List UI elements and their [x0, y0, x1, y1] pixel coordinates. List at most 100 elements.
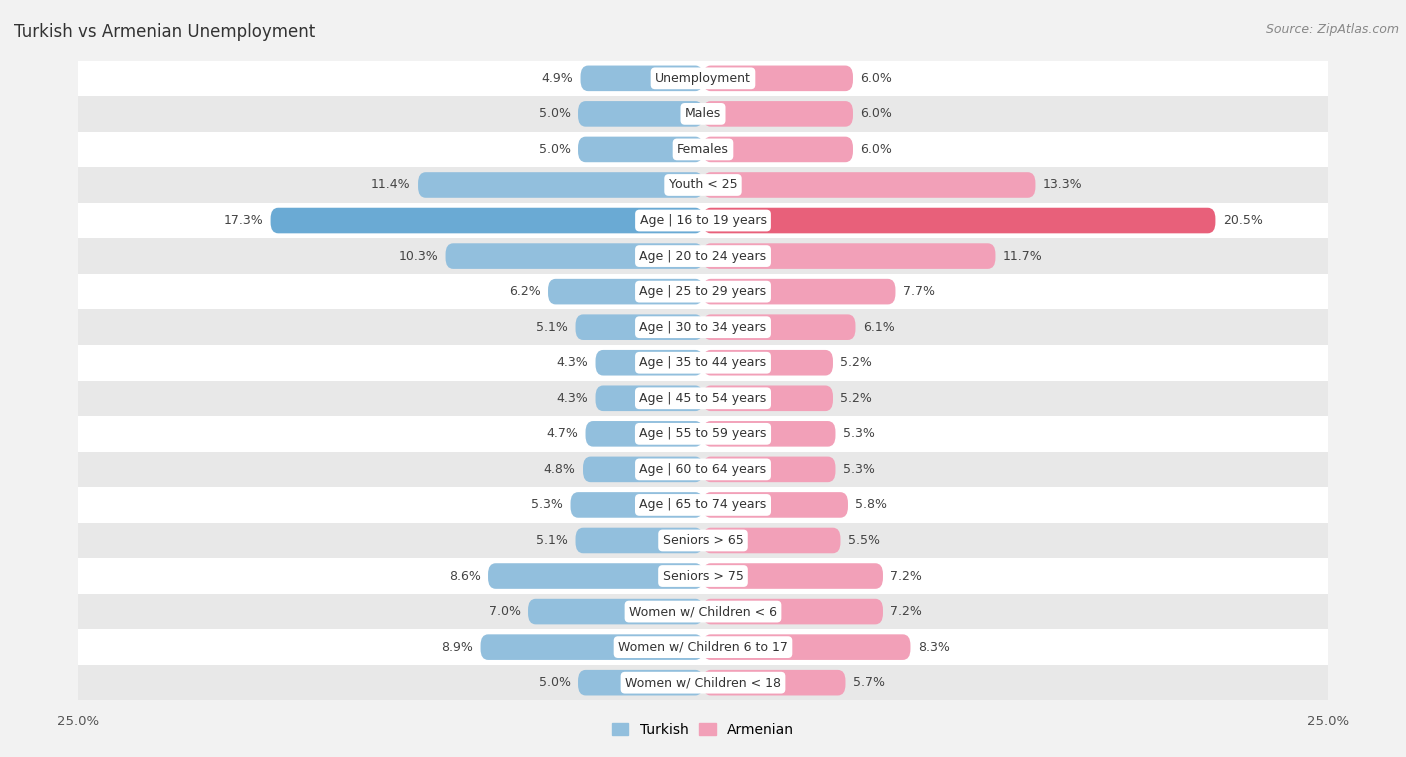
FancyBboxPatch shape	[481, 634, 703, 660]
FancyBboxPatch shape	[703, 634, 911, 660]
FancyBboxPatch shape	[596, 350, 703, 375]
Bar	[79, 522, 1327, 558]
Text: 5.0%: 5.0%	[538, 676, 571, 689]
FancyBboxPatch shape	[578, 670, 703, 696]
Text: 8.6%: 8.6%	[449, 569, 481, 583]
Legend: Turkish, Armenian: Turkish, Armenian	[606, 717, 800, 742]
Bar	[79, 665, 1327, 700]
Text: Source: ZipAtlas.com: Source: ZipAtlas.com	[1265, 23, 1399, 36]
Text: 6.1%: 6.1%	[863, 321, 894, 334]
FancyBboxPatch shape	[703, 385, 832, 411]
FancyBboxPatch shape	[548, 279, 703, 304]
Text: Seniors > 75: Seniors > 75	[662, 569, 744, 583]
Text: 17.3%: 17.3%	[224, 214, 263, 227]
FancyBboxPatch shape	[578, 101, 703, 126]
Text: 8.9%: 8.9%	[441, 640, 472, 653]
Text: 5.3%: 5.3%	[844, 428, 875, 441]
Text: 4.3%: 4.3%	[557, 357, 588, 369]
Text: 7.2%: 7.2%	[890, 605, 922, 618]
FancyBboxPatch shape	[529, 599, 703, 625]
Bar	[79, 593, 1327, 629]
Bar	[79, 416, 1327, 452]
Bar	[79, 61, 1327, 96]
FancyBboxPatch shape	[575, 314, 703, 340]
Text: 11.7%: 11.7%	[1002, 250, 1043, 263]
Bar	[79, 558, 1327, 593]
FancyBboxPatch shape	[703, 670, 845, 696]
Text: Age | 35 to 44 years: Age | 35 to 44 years	[640, 357, 766, 369]
Text: 6.0%: 6.0%	[860, 143, 893, 156]
FancyBboxPatch shape	[703, 243, 995, 269]
Text: Age | 55 to 59 years: Age | 55 to 59 years	[640, 428, 766, 441]
FancyBboxPatch shape	[578, 136, 703, 162]
Text: 5.2%: 5.2%	[841, 392, 872, 405]
Text: 4.8%: 4.8%	[544, 463, 575, 476]
FancyBboxPatch shape	[703, 599, 883, 625]
FancyBboxPatch shape	[583, 456, 703, 482]
Bar	[79, 132, 1327, 167]
Text: 10.3%: 10.3%	[398, 250, 439, 263]
Text: Women w/ Children < 18: Women w/ Children < 18	[626, 676, 780, 689]
FancyBboxPatch shape	[703, 350, 832, 375]
Bar	[79, 203, 1327, 238]
Text: 5.2%: 5.2%	[841, 357, 872, 369]
Text: 13.3%: 13.3%	[1043, 179, 1083, 192]
FancyBboxPatch shape	[703, 421, 835, 447]
FancyBboxPatch shape	[446, 243, 703, 269]
Bar	[79, 274, 1327, 310]
Text: Males: Males	[685, 107, 721, 120]
Text: 6.0%: 6.0%	[860, 107, 893, 120]
FancyBboxPatch shape	[703, 528, 841, 553]
Text: 5.1%: 5.1%	[536, 321, 568, 334]
Text: 8.3%: 8.3%	[918, 640, 950, 653]
Text: 5.3%: 5.3%	[531, 498, 562, 512]
Text: 5.5%: 5.5%	[848, 534, 880, 547]
Text: 4.9%: 4.9%	[541, 72, 574, 85]
Text: Unemployment: Unemployment	[655, 72, 751, 85]
FancyBboxPatch shape	[418, 172, 703, 198]
Text: 6.2%: 6.2%	[509, 285, 540, 298]
FancyBboxPatch shape	[703, 101, 853, 126]
FancyBboxPatch shape	[703, 492, 848, 518]
Bar	[79, 452, 1327, 488]
Text: Age | 60 to 64 years: Age | 60 to 64 years	[640, 463, 766, 476]
Text: 20.5%: 20.5%	[1223, 214, 1263, 227]
Bar	[79, 488, 1327, 522]
Text: Seniors > 65: Seniors > 65	[662, 534, 744, 547]
Text: Age | 25 to 29 years: Age | 25 to 29 years	[640, 285, 766, 298]
FancyBboxPatch shape	[703, 314, 855, 340]
Text: Age | 65 to 74 years: Age | 65 to 74 years	[640, 498, 766, 512]
Text: Turkish vs Armenian Unemployment: Turkish vs Armenian Unemployment	[14, 23, 315, 41]
FancyBboxPatch shape	[703, 207, 1215, 233]
Text: Women w/ Children < 6: Women w/ Children < 6	[628, 605, 778, 618]
Text: 11.4%: 11.4%	[371, 179, 411, 192]
Bar	[79, 310, 1327, 345]
Text: 5.8%: 5.8%	[855, 498, 887, 512]
Bar	[79, 629, 1327, 665]
Bar	[79, 167, 1327, 203]
Text: Females: Females	[678, 143, 728, 156]
FancyBboxPatch shape	[585, 421, 703, 447]
Text: 7.7%: 7.7%	[903, 285, 935, 298]
Text: Age | 30 to 34 years: Age | 30 to 34 years	[640, 321, 766, 334]
Text: Women w/ Children 6 to 17: Women w/ Children 6 to 17	[619, 640, 787, 653]
FancyBboxPatch shape	[488, 563, 703, 589]
Text: 5.0%: 5.0%	[538, 143, 571, 156]
Text: 4.3%: 4.3%	[557, 392, 588, 405]
FancyBboxPatch shape	[703, 279, 896, 304]
Text: Youth < 25: Youth < 25	[669, 179, 737, 192]
Bar	[79, 345, 1327, 381]
Bar	[79, 96, 1327, 132]
FancyBboxPatch shape	[270, 207, 703, 233]
Bar	[79, 381, 1327, 416]
Text: Age | 20 to 24 years: Age | 20 to 24 years	[640, 250, 766, 263]
Text: 7.0%: 7.0%	[488, 605, 520, 618]
Text: 4.7%: 4.7%	[546, 428, 578, 441]
Text: Age | 16 to 19 years: Age | 16 to 19 years	[640, 214, 766, 227]
Text: 6.0%: 6.0%	[860, 72, 893, 85]
Text: 7.2%: 7.2%	[890, 569, 922, 583]
FancyBboxPatch shape	[575, 528, 703, 553]
FancyBboxPatch shape	[571, 492, 703, 518]
FancyBboxPatch shape	[703, 66, 853, 91]
FancyBboxPatch shape	[596, 385, 703, 411]
